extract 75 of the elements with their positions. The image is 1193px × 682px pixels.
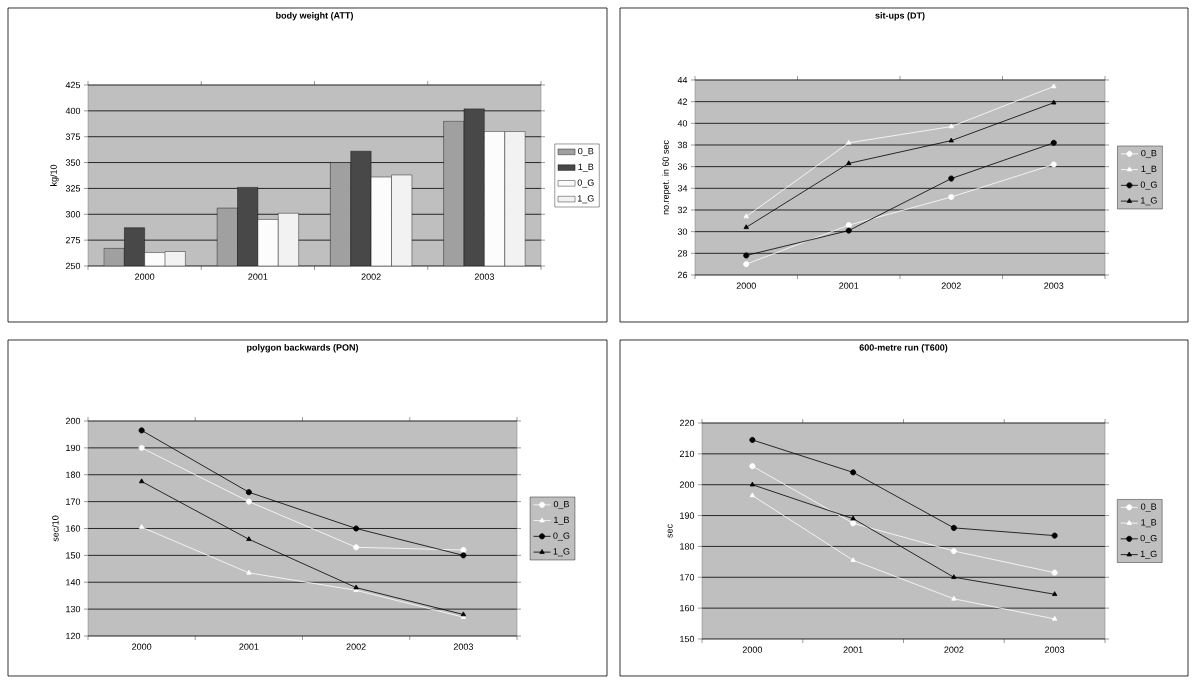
legend-label: 1_B <box>578 163 594 172</box>
legend-label: 0_G <box>1140 534 1157 544</box>
y-tick-label: 42 <box>677 98 688 105</box>
y-tick-label: 140 <box>66 579 81 586</box>
legend-label: 0_B <box>1141 503 1157 512</box>
y-tick-label: 400 <box>65 107 81 115</box>
y-tick-label: 190 <box>680 512 695 519</box>
y-axis-title: no.repet. in 60 sec <box>662 140 671 215</box>
x-tick-label: 2000 <box>736 282 756 289</box>
legend-label: 0_G <box>553 532 570 541</box>
legend-label: 1_G <box>577 195 594 204</box>
y-tick-label: 170 <box>66 498 81 505</box>
legend-label: 1_G <box>1141 197 1157 206</box>
y-tick-label: 32 <box>677 206 688 214</box>
y-tick-label: 300 <box>65 211 81 218</box>
legend-label: 1_B <box>1141 165 1157 174</box>
y-tick-label: 44 <box>677 76 688 84</box>
x-tick-label: 2001 <box>839 282 859 289</box>
legend-label: 1_B <box>1141 519 1157 528</box>
legend-label: 0_B <box>553 500 569 510</box>
y-tick-label: 34 <box>677 185 688 192</box>
y-tick-label: 200 <box>679 481 695 488</box>
y-axis-title: sec/10 <box>51 515 59 542</box>
chart-title: body weight (ATT) <box>276 12 353 21</box>
y-tick-label: 150 <box>680 635 695 643</box>
x-tick-label: 2001 <box>843 646 863 653</box>
y-tick-label: 26 <box>677 271 688 279</box>
y-tick-label: 250 <box>65 262 81 270</box>
y-tick-label: 130 <box>66 605 81 613</box>
legend-label: 0_G <box>577 179 594 188</box>
x-tick-label: 2003 <box>1045 646 1065 653</box>
x-tick-label: 2002 <box>944 646 964 653</box>
y-tick-label: 120 <box>66 632 81 640</box>
x-tick-label: 2000 <box>135 273 155 280</box>
x-tick-label: 2002 <box>346 643 366 650</box>
y-tick-label: 180 <box>680 543 695 550</box>
y-tick-label: 275 <box>65 236 81 244</box>
y-tick-label: 30 <box>677 228 688 235</box>
y-tick-label: 150 <box>66 552 81 559</box>
x-tick-label: 2003 <box>1044 282 1064 289</box>
y-tick-label: 28 <box>677 250 688 257</box>
y-tick-label: 160 <box>680 604 695 612</box>
x-tick-label: 2002 <box>361 273 381 280</box>
chart-title: 600-metre run (T600) <box>859 344 948 353</box>
y-axis-title: kg/10 <box>50 164 59 186</box>
x-tick-label: 2000 <box>742 646 763 653</box>
y-axis-title: sec <box>667 524 673 538</box>
legend-label: 0_G <box>1140 181 1157 190</box>
y-tick-label: 38 <box>677 141 688 149</box>
y-tick-label: 350 <box>65 159 81 166</box>
chart-title: polygon backwards (PON) <box>247 344 359 353</box>
x-tick-label: 2003 <box>453 643 473 650</box>
x-tick-label: 2002 <box>941 282 961 289</box>
legend-label: 1_G <box>1140 550 1157 559</box>
y-tick-label: 190 <box>66 444 81 452</box>
y-tick-label: 200 <box>65 417 81 425</box>
chart-title: sit-ups (DT) <box>875 12 925 21</box>
y-tick-label: 210 <box>679 450 695 458</box>
x-tick-label: 2001 <box>248 273 268 280</box>
y-tick-label: 160 <box>66 525 81 532</box>
y-tick-label: 325 <box>65 185 81 192</box>
y-tick-label: 375 <box>65 133 81 140</box>
x-tick-label: 2003 <box>474 273 494 280</box>
y-tick-label: 40 <box>677 120 688 127</box>
y-tick-label: 170 <box>680 574 695 581</box>
y-tick-label: 425 <box>65 81 81 89</box>
x-tick-label: 2001 <box>239 643 259 650</box>
legend-label: 1_G <box>553 548 570 557</box>
y-tick-label: 220 <box>679 419 695 427</box>
legend-label: 0_B <box>1141 149 1157 159</box>
y-tick-label: 180 <box>66 471 81 478</box>
legend-label: 1_B <box>554 516 569 525</box>
legend-label: 0_B <box>578 147 594 157</box>
y-tick-label: 36 <box>677 163 688 170</box>
x-tick-label: 2000 <box>132 643 152 650</box>
